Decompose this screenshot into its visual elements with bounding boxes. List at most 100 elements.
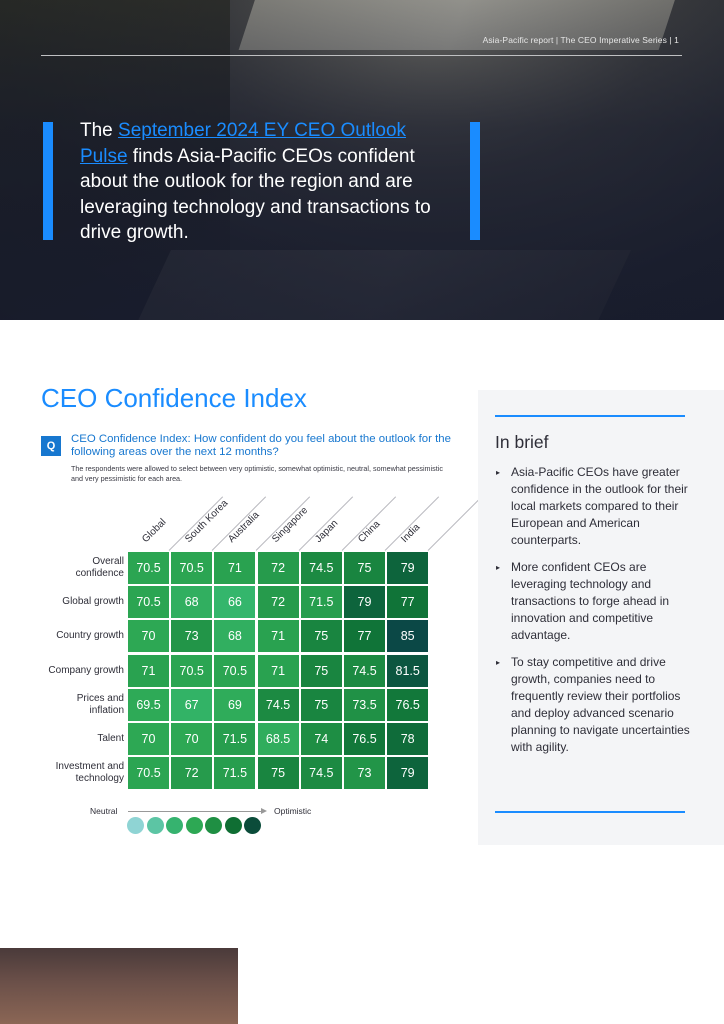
in-brief-item-text: Asia-Pacific CEOs have greater confidenc…: [511, 465, 688, 547]
heatmap-cell: 70: [128, 723, 169, 755]
row-label: Prices and inflation: [76, 692, 124, 716]
legend-arrow-line: [128, 811, 262, 812]
legend-dot: [244, 817, 261, 834]
in-brief-item-text: To stay competitive and drive growth, co…: [511, 655, 690, 754]
heatmap-cell: 76.5: [387, 688, 429, 721]
in-brief-item: ▸ Asia-Pacific CEOs have greater confiden…: [495, 464, 695, 549]
question-badge: Q: [41, 436, 61, 456]
heatmap-cell: 75: [344, 552, 385, 584]
heatmap-cell: 75: [300, 654, 342, 687]
heatmap-cell: 72: [171, 757, 213, 790]
heatmap-cell: 78: [387, 723, 429, 755]
in-brief-item: ▸ More confident CEOs are leveraging tech…: [495, 559, 695, 644]
heatmap-cell: 70.5: [128, 757, 169, 790]
legend-arrow-head: [261, 808, 267, 814]
heatmap-cell: 68: [214, 620, 256, 653]
legend-dot: [205, 817, 222, 834]
bullet-icon: ▸: [496, 658, 501, 667]
row-label: Global growth: [62, 596, 124, 608]
row-label: Company growth: [48, 664, 124, 676]
row-label: Overall confidence: [75, 556, 124, 579]
heatmap-cell: 68.5: [257, 723, 299, 755]
in-brief-item: ▸ To stay competitive and drive growth, c…: [495, 654, 695, 756]
in-brief-bottom-rule: [495, 811, 685, 813]
heatmap-cell: 70: [171, 723, 213, 755]
legend-dot: [146, 817, 164, 834]
heatmap-cell: 74.5: [344, 654, 385, 687]
quote-bar-left: [43, 122, 53, 240]
heatmap-cell: 71.5: [214, 757, 256, 790]
heatmap-cell: 79: [344, 586, 385, 619]
heatmap-cell: 79: [387, 552, 429, 584]
heatmap-cell: 67: [171, 688, 213, 721]
heatmap-cell: 70: [128, 620, 169, 653]
heatmap-cell: 71: [257, 654, 299, 687]
bullet-icon: ▸: [496, 563, 501, 572]
column-header: Australia: [226, 509, 262, 545]
heatmap-cell: 69: [214, 688, 256, 721]
quote-bar-right: [470, 122, 480, 240]
hero-quote: The September 2024 EY CEO Outlook Pulse …: [80, 118, 455, 246]
column-header: Global: [140, 516, 169, 545]
hero-overlay: [0, 0, 724, 320]
question-text: CEO Confidence Index: How confident do y…: [71, 433, 451, 458]
quote-rest: finds Asia-Pacific CEOs confident about …: [80, 145, 431, 244]
heatmap-cell: 71.5: [214, 723, 256, 755]
heatmap-cell: 74.5: [300, 552, 342, 584]
heatmap-cell: 85: [387, 620, 429, 653]
row-label: Investment and technology: [55, 761, 124, 785]
heatmap-cell: 77: [387, 586, 429, 619]
heatmap-cell: 75: [300, 688, 342, 721]
in-brief-item-text: More confident CEOs are leveraging techn…: [511, 560, 670, 642]
legend-dot: [166, 817, 183, 834]
quote-prefix: The: [80, 120, 119, 141]
column-header: China: [356, 518, 383, 545]
heatmap-cell: 70.5: [128, 552, 169, 584]
heatmap-cell: 76.5: [344, 723, 385, 755]
heatmap-cell: 73.5: [344, 688, 385, 721]
heatmap-cell: 74: [300, 723, 342, 755]
bottom-photo: [0, 948, 238, 1024]
row-label: Talent: [97, 733, 124, 744]
heatmap-cell: 68: [171, 586, 213, 619]
column-header: Japan: [313, 517, 341, 545]
heatmap-cell: 81.5: [387, 654, 429, 687]
section-title: CEO Confidence Index: [41, 383, 307, 413]
heatmap-cell: 70.5: [171, 552, 213, 584]
heatmap-cell: 71: [128, 654, 169, 687]
heatmap-cell: 72: [257, 586, 299, 619]
heatmap-cell: 70.5: [214, 654, 256, 687]
heatmap-cell: 72: [257, 552, 299, 584]
in-brief-list: ▸ Asia-Pacific CEOs have greater confiden…: [495, 464, 695, 766]
legend-dot: [127, 817, 144, 834]
legend-dot: [224, 817, 242, 834]
heatmap-cell: 71: [214, 552, 256, 584]
header-rule: [41, 55, 682, 56]
heatmap-cell: 77: [344, 620, 385, 653]
bullet-icon: ▸: [496, 468, 501, 477]
row-label: Country growth: [56, 630, 124, 642]
column-header: Singapore: [269, 504, 310, 545]
in-brief-title: In brief: [495, 432, 549, 452]
heatmap-cell: 73: [171, 620, 213, 653]
heatmap-cell: 75: [300, 620, 342, 653]
in-brief-panel: [478, 390, 724, 845]
column-header: India: [399, 521, 423, 545]
in-brief-top-rule: [495, 415, 685, 417]
report-link[interactable]: September 2024 EY CEO Outlook Pulse: [80, 120, 407, 167]
heatmap-cell: 74.5: [300, 757, 342, 790]
heatmap-cell: 66: [214, 586, 256, 619]
heatmap-cell: 71: [257, 620, 299, 653]
heatmap-cell: 70.5: [171, 654, 213, 687]
heatmap-cell: 79: [387, 757, 429, 790]
heatmap-cell: 75: [257, 757, 299, 790]
question-note: The respondents were allowed to select b…: [71, 464, 443, 483]
heatmap-cell: 70.5: [128, 586, 169, 619]
heatmap-cell: 69.5: [128, 688, 169, 721]
heatmap-cell: 71.5: [300, 586, 342, 619]
heatmap-cell: 73: [344, 757, 385, 790]
legend-dot: [185, 817, 203, 834]
column-divider: [428, 496, 483, 551]
heatmap-cell: 74.5: [257, 688, 299, 721]
legend-low-label: Neutral: [90, 806, 118, 816]
